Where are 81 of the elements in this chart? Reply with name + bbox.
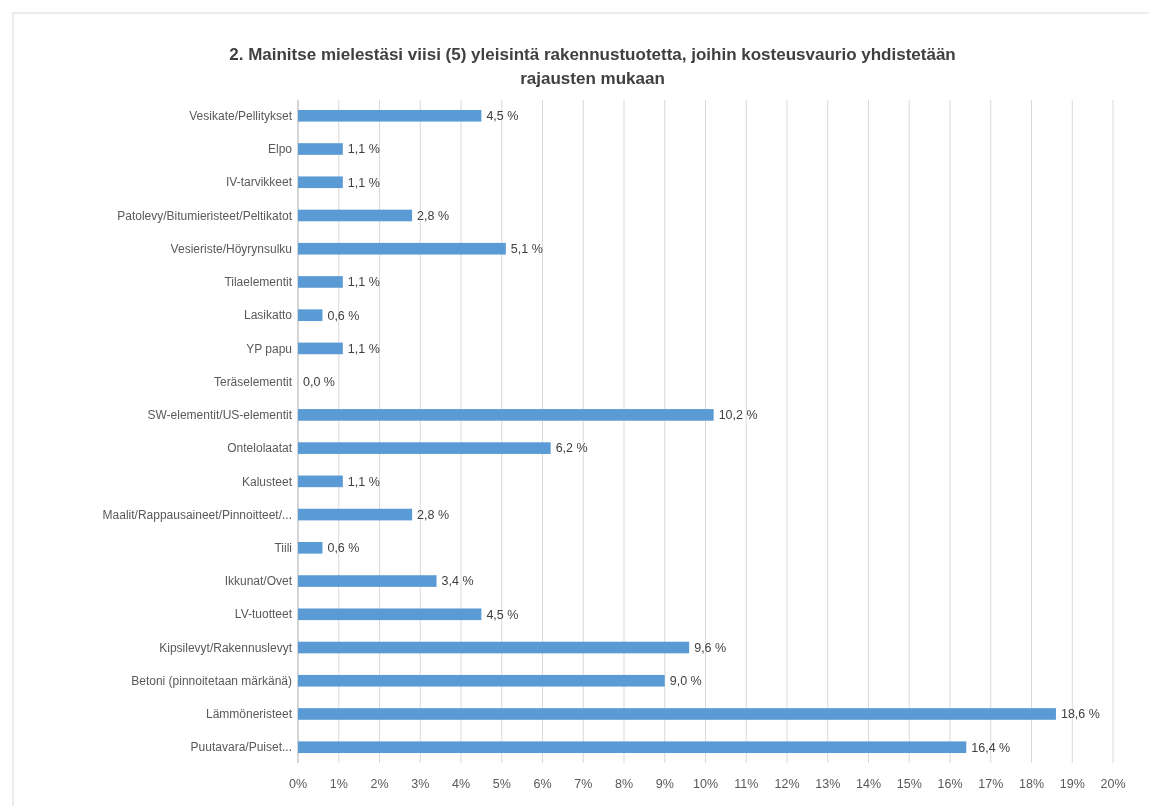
data-label: 1,1 % (347, 275, 380, 290)
data-label: 9,0 % (669, 674, 702, 689)
bar (298, 143, 343, 155)
data-label: 2,8 % (417, 507, 450, 522)
bar (298, 508, 413, 521)
data-label: 1,1 % (347, 341, 380, 356)
data-label: 5,1 % (510, 242, 543, 257)
bar (298, 674, 665, 687)
x-tick-label: 0% (288, 777, 308, 791)
bar (298, 409, 714, 421)
data-label: 16,4 % (971, 740, 1011, 755)
data-label: 1,1 % (347, 175, 380, 190)
x-tick-label: 12% (774, 777, 800, 791)
data-label: 4,5 % (486, 109, 519, 124)
y-tick-label: Lämmöneristeet (205, 707, 293, 722)
x-tick-label: 1% (329, 777, 348, 791)
chart-title: 2. Mainitse mielestäsi viisi (5) yleisintä rakennustuotetta, joihin kosteusvaurio yhdistetään rajausten mukaan (229, 45, 956, 88)
y-tick-label: Patolevy/Bitumieristeet/Peltikatot (117, 208, 293, 223)
x-tick-label: 9% (655, 777, 674, 791)
data-label: 1,1 % (347, 142, 380, 157)
data-label: 9,6 % (694, 640, 727, 655)
y-tick-label: YP papu (246, 341, 292, 356)
data-label: 10,2 % (718, 408, 758, 423)
x-tick-label: 17% (978, 777, 1004, 791)
y-tick-label: Tilaelementit (224, 275, 293, 290)
x-tick-label: 20% (1100, 777, 1126, 791)
bar (298, 575, 437, 587)
y-tick-label: IV-tarvikkeet (225, 175, 293, 190)
x-tick-label: 15% (896, 777, 922, 791)
y-tick-label: Kalusteet (241, 474, 293, 489)
x-tick-label: 5% (492, 777, 511, 791)
bar (298, 242, 506, 255)
y-tick-label: Vesikate/Pellitykset (189, 108, 293, 123)
y-tick-label: SW-elementit/US-elementit (147, 408, 293, 423)
x-tick-label: 6% (533, 777, 552, 791)
x-tick-label: 19% (1059, 777, 1085, 791)
x-tick-label: 14% (855, 777, 882, 791)
bar (298, 209, 413, 222)
y-tick-label: Maalit/Rappausaineet/Pinnoitteet/... (102, 507, 292, 522)
y-tick-label: Kipsilevyt/Rakennuslevyt (159, 640, 293, 655)
bar (298, 475, 343, 488)
bar (298, 741, 967, 754)
bar (298, 641, 690, 654)
y-tick-label: Tiili (274, 541, 292, 556)
x-tick-label: 11% (734, 777, 759, 791)
y-tick-label: Elpo (267, 142, 293, 157)
x-tick-label: 10% (692, 777, 719, 791)
bar (298, 708, 1056, 720)
x-tick-label: 4% (451, 777, 471, 791)
bar (298, 276, 343, 288)
data-label: 3,4 % (441, 574, 474, 589)
data-label: 0,6 % (327, 308, 360, 323)
y-tick-label: Betoni (pinnoitetaan märkänä) (131, 673, 292, 688)
y-tick-label: Vesieriste/Höyrynsulku (170, 241, 292, 256)
x-tick-label: 13% (815, 777, 841, 791)
y-tick-label: Ikkunat/Ovet (224, 574, 293, 589)
bar (298, 608, 482, 621)
bar (298, 542, 323, 554)
data-label: 4,5 % (486, 607, 519, 622)
bar (298, 109, 482, 122)
bar (298, 442, 551, 454)
y-tick-label: LV-tuotteet (234, 607, 293, 622)
x-tick-label: 3% (411, 777, 430, 791)
y-tick-label: Ontelolaatat (227, 441, 293, 456)
bar (298, 309, 323, 321)
data-label: 6,2 % (555, 441, 588, 456)
y-tick-label: Lasikatto (243, 308, 293, 323)
data-label: 2,8 % (417, 208, 450, 223)
data-label: 0,0 % (303, 375, 335, 390)
y-tick-label: Puutavara/Puiset... (190, 740, 292, 755)
x-tick-label: 16% (937, 777, 963, 791)
data-label: 18,6 % (1060, 707, 1100, 722)
x-tick-label: 8% (614, 777, 634, 791)
bar (298, 176, 343, 189)
y-tick-label: Teräselementit (213, 374, 293, 389)
x-tick-label: 2% (370, 777, 389, 791)
data-label: 1,1 % (347, 474, 380, 489)
x-tick-label: 7% (574, 777, 593, 791)
data-label: 0,6 % (327, 541, 360, 556)
x-tick-label: 18% (1018, 777, 1045, 791)
bar (298, 342, 343, 355)
